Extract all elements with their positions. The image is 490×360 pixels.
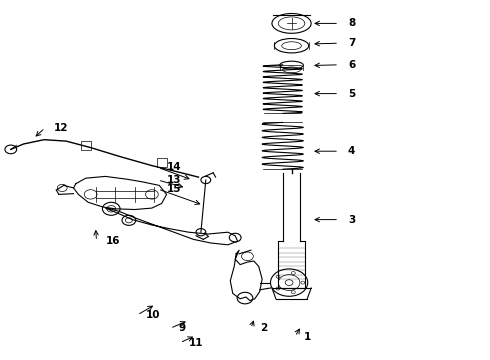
Text: 7: 7 [348,38,355,48]
Text: 13: 13 [167,175,181,185]
Text: 6: 6 [348,60,355,70]
Text: 5: 5 [348,89,355,99]
Text: 8: 8 [348,18,355,28]
Circle shape [292,271,295,274]
Circle shape [292,291,295,294]
Text: 15: 15 [167,184,181,194]
Text: 11: 11 [189,338,203,348]
Bar [157,158,167,167]
Text: 14: 14 [167,162,181,172]
Text: 2: 2 [260,323,267,333]
Text: 1: 1 [304,332,311,342]
Text: 10: 10 [146,310,161,320]
Circle shape [276,287,280,290]
Circle shape [276,275,280,278]
Text: 4: 4 [348,146,355,156]
Text: 3: 3 [348,215,355,225]
Circle shape [301,281,305,284]
Text: 16: 16 [105,236,120,246]
Text: 12: 12 [54,123,69,133]
Bar [81,141,91,150]
Text: 9: 9 [179,323,186,333]
